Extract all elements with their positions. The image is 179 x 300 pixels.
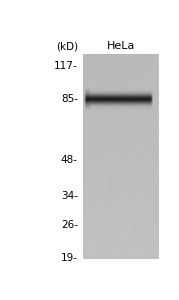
Text: 85-: 85- xyxy=(61,94,78,104)
Text: HeLa: HeLa xyxy=(107,41,135,51)
Text: 26-: 26- xyxy=(61,220,78,230)
Text: 48-: 48- xyxy=(61,155,78,165)
Text: (kD): (kD) xyxy=(56,41,78,51)
FancyBboxPatch shape xyxy=(83,55,158,258)
Text: 117-: 117- xyxy=(54,61,78,70)
Text: 34-: 34- xyxy=(61,191,78,201)
Text: 19-: 19- xyxy=(61,253,78,263)
